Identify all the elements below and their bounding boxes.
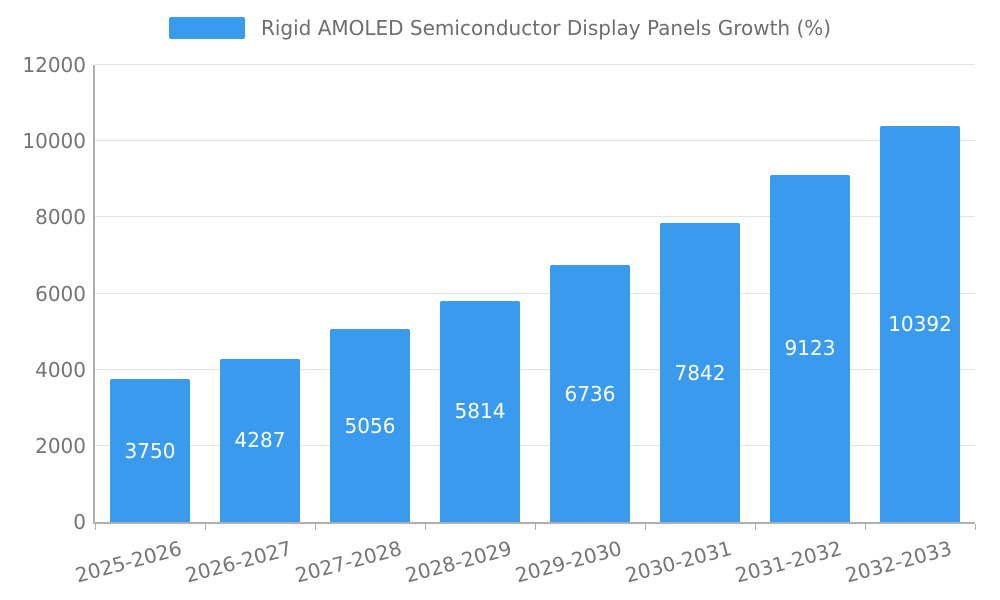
y-axis-tick-label: 8000 <box>35 205 86 230</box>
bar-value-label: 6736 <box>564 381 616 406</box>
gridline <box>95 292 975 294</box>
chart-legend: Rigid AMOLED Semiconductor Display Panel… <box>0 16 1000 40</box>
bar-2030-2031: 7842 <box>660 223 740 522</box>
y-axis-labels: 0 2000 4000 6000 8000 10000 12000 <box>0 53 86 534</box>
legend-swatch <box>168 17 245 39</box>
x-axis-tick-mark <box>755 524 756 530</box>
x-axis-tick-label: 2032-2033 <box>842 536 955 588</box>
y-axis-tick-label: 0 <box>73 510 86 534</box>
x-axis-tick-mark <box>975 524 976 530</box>
gridline <box>95 140 975 142</box>
bar-value-label: 4287 <box>234 428 286 453</box>
bar-2025-2026: 3750 <box>110 379 190 522</box>
y-axis-tick-label: 4000 <box>35 357 86 382</box>
bar-2029-2030: 6736 <box>550 265 630 522</box>
x-axis-tick-mark <box>645 524 646 530</box>
gridline <box>95 216 975 218</box>
x-axis-tick-mark <box>205 524 206 530</box>
x-axis-tick-label: 2029-2030 <box>512 536 625 588</box>
x-axis-tick-label: 2027-2028 <box>292 536 405 588</box>
x-axis-tick-label: 2025-2026 <box>72 536 185 588</box>
x-axis-tick-label: 2026-2027 <box>182 536 295 588</box>
bar-2028-2029: 5814 <box>440 300 520 522</box>
bar-2027-2028: 5056 <box>330 329 410 522</box>
x-axis-tick-mark <box>315 524 316 530</box>
y-axis-line <box>93 65 95 524</box>
gridline <box>95 444 975 446</box>
x-axis-tick-label: 2028-2029 <box>402 536 515 588</box>
bar-2032-2033: 10392 <box>880 126 960 522</box>
y-axis-tick-label: 2000 <box>35 433 86 458</box>
x-axis-tick-mark <box>425 524 426 530</box>
chart-title: Rigid AMOLED Semiconductor Display Panel… <box>260 16 832 40</box>
bar-value-label: 5814 <box>454 399 506 424</box>
y-axis-tick-label: 6000 <box>35 281 86 306</box>
bar-value-label: 9123 <box>784 336 836 361</box>
x-axis-tick-mark <box>865 524 866 530</box>
bar-value-label: 10392 <box>888 312 952 337</box>
x-axis-tick-label: 2030-2031 <box>622 536 735 588</box>
y-axis-tick-label: 10000 <box>22 129 86 154</box>
bar-2026-2027: 4287 <box>220 358 300 522</box>
gridline <box>95 64 975 65</box>
bar-value-label: 5056 <box>344 413 396 438</box>
x-axis-line <box>93 522 975 524</box>
x-axis-tick-label: 2031-2032 <box>732 536 845 588</box>
x-axis-tick-mark <box>95 524 96 530</box>
bar-value-label: 3750 <box>124 438 176 463</box>
x-axis-labels: 2025-2026 2026-2027 2027-2028 2028-2029 2029… <box>73 530 975 600</box>
x-axis-tick-mark <box>535 524 536 530</box>
bar-2031-2032: 9123 <box>770 174 850 522</box>
y-axis-tick-label: 12000 <box>22 53 86 77</box>
bar-value-label: 7842 <box>674 360 726 385</box>
gridline <box>95 368 975 370</box>
plot-area: 3750 4287 5056 5814 6736 7842 9123 10392 <box>95 64 975 522</box>
